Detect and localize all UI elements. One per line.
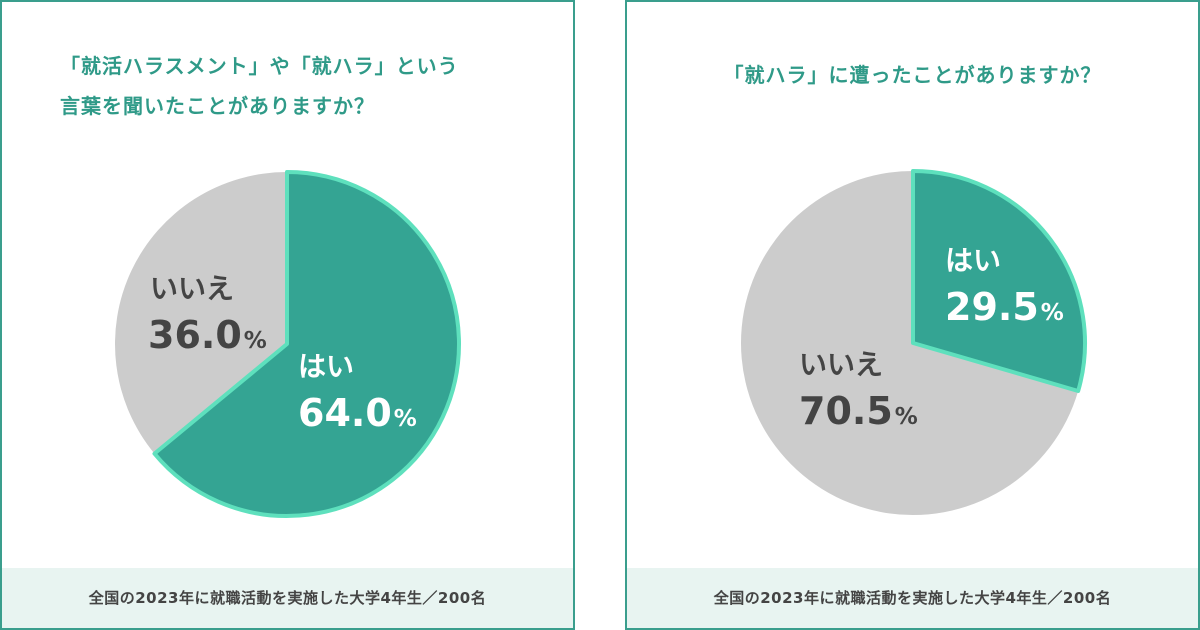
label-yes-number: 64.0: [298, 391, 392, 435]
chart-title-right: 「就ハラ」に遭ったことがありますか？: [627, 58, 1198, 92]
chart-panel-left: 「就活ハラスメント」や「就ハラ」という 言葉を聞いたことがありますか？ いいえ …: [0, 0, 575, 630]
footnote-right: 全国の2023年に就職活動を実施した大学4年生／200名: [627, 568, 1198, 628]
pie-slice-no: [115, 172, 288, 454]
label-no-value: 36.0%: [148, 313, 267, 357]
chart-title-line-2: 言葉を聞いたことがありますか？: [60, 94, 375, 118]
label-yes-text: はい: [945, 244, 1001, 277]
label-no-unit: %: [244, 328, 267, 354]
label-no-unit: %: [895, 404, 918, 430]
pie-slice-no: [740, 171, 1079, 515]
pie-chart-left: いいえ 36.0% はい 64.0%: [115, 170, 461, 518]
label-yes-unit: %: [1041, 300, 1064, 326]
chart-title-line-1: 「就活ハラスメント」や「就ハラ」という: [60, 54, 459, 78]
label-yes-unit: %: [394, 406, 417, 432]
label-yes-number: 29.5: [945, 285, 1039, 329]
footnote-left: 全国の2023年に就職活動を実施した大学4年生／200名: [2, 568, 573, 628]
label-yes-value: 64.0%: [298, 391, 417, 435]
label-no-text: いいえ: [150, 272, 234, 305]
chart-title-line-1: 「就ハラ」に遭ったことがありますか？: [723, 63, 1102, 87]
chart-title-left: 「就活ハラスメント」や「就ハラ」という 言葉を聞いたことがありますか？: [60, 46, 573, 126]
label-no-number: 70.5: [799, 389, 893, 433]
label-no-text: いいえ: [799, 348, 883, 381]
label-no-value: 70.5%: [799, 389, 918, 433]
label-yes-text: はい: [298, 350, 354, 383]
label-no-number: 36.0: [148, 313, 242, 357]
chart-panel-right: 「就ハラ」に遭ったことがありますか？ いいえ 70.5% はい 29.5% 全国…: [625, 0, 1200, 630]
label-yes-value: 29.5%: [945, 285, 1064, 329]
pie-slice-yes: [152, 170, 461, 518]
pie-chart-right: いいえ 70.5% はい 29.5%: [740, 169, 1087, 515]
pie-slice-yes: [911, 169, 1087, 393]
